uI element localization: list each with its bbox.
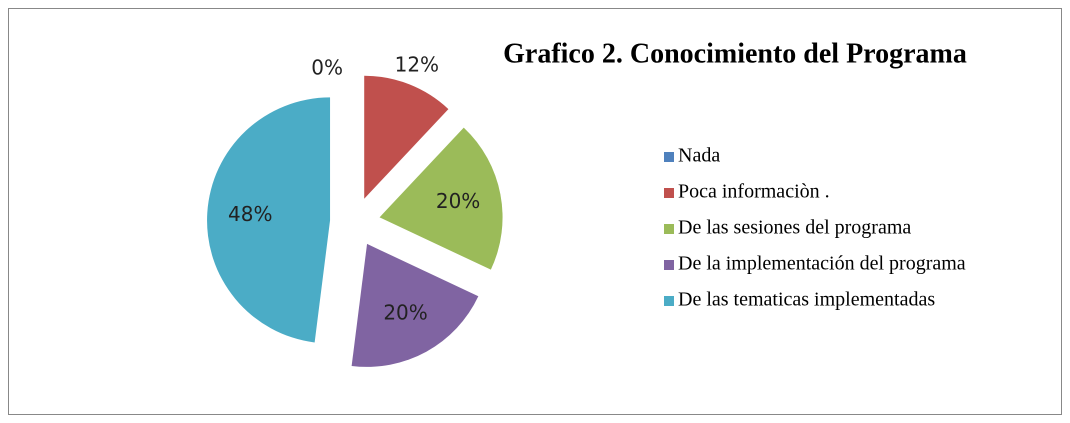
legend-swatch [664,260,674,270]
legend-swatch [664,224,674,234]
data-label: 20% [383,300,427,324]
legend-label: De las sesiones del programa [678,217,911,239]
legend-label: Nada [678,145,720,167]
data-label: 12% [395,52,439,76]
data-label: 48% [228,202,272,226]
pie-slice [207,97,331,343]
legend-label: Poca informaciòn . [678,181,830,203]
chart-title: Grafico 2. Conocimiento del Programa [503,38,967,69]
data-label: 20% [436,189,480,213]
data-label: 0% [311,56,343,80]
pie-slice [379,127,503,270]
chart-frame [8,8,1062,415]
legend-label: De la implementación del programa [678,253,966,275]
legend-swatch [664,188,674,198]
legend-swatch [664,296,674,306]
pie-slice [364,75,449,199]
pie-slice [351,243,479,367]
legend-swatch [664,152,674,162]
legend-label: De las tematicas implementadas [678,289,935,311]
